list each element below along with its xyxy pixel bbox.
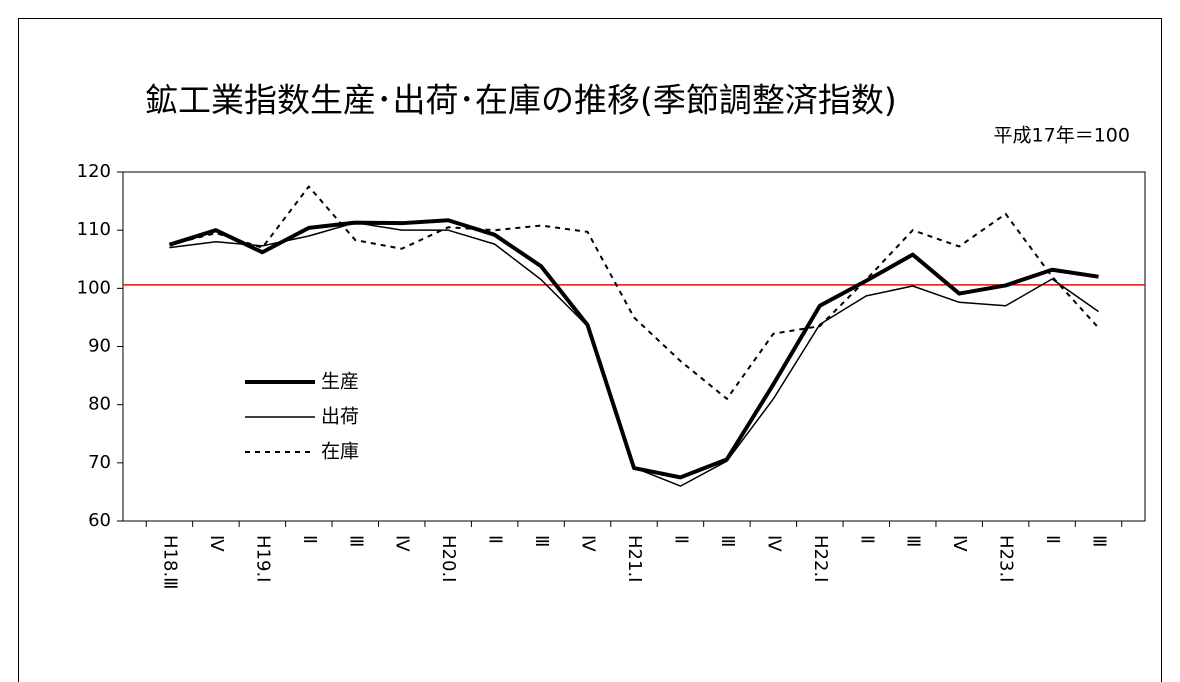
x-tick-label: Ⅳ: [949, 535, 970, 552]
x-tick-label: Ⅱ: [299, 535, 320, 544]
series-line: [169, 221, 1099, 487]
x-tick-label: H22.Ⅰ: [810, 535, 831, 582]
x-tick-label: Ⅲ: [1089, 535, 1110, 547]
series-line: [169, 185, 1100, 400]
legend-label: 在庫: [321, 441, 359, 463]
frame: [18, 18, 1162, 682]
y-tick-label: 70: [88, 452, 111, 473]
chart-title: 鉱工業指数生産･出荷･在庫の推移(季節調整済指数): [145, 81, 897, 120]
x-tick-label: H23.Ⅰ: [996, 535, 1017, 582]
x-tick-label: Ⅳ: [206, 535, 227, 552]
y-tick-label: 120: [77, 161, 111, 182]
x-tick-label: Ⅲ: [903, 535, 924, 547]
x-tick-label: Ⅱ: [856, 535, 877, 544]
y-tick-label: 80: [88, 394, 111, 415]
legend-label: 生産: [321, 371, 359, 393]
x-tick-label: Ⅲ: [531, 535, 552, 547]
x-tick-label: H19.Ⅰ: [252, 535, 273, 582]
legend-label: 出荷: [321, 406, 359, 428]
x-tick-label: Ⅱ: [670, 535, 691, 544]
y-tick-label: 60: [88, 510, 111, 531]
x-tick-label: Ⅳ: [578, 535, 599, 552]
x-tick-label: Ⅳ: [392, 535, 413, 552]
x-tick-label: Ⅳ: [763, 535, 784, 552]
x-tick-label: Ⅲ: [345, 535, 366, 547]
chart-subtitle: 平成17年＝100: [994, 125, 1130, 147]
series-line: [168, 218, 1099, 480]
y-tick-label: 110: [77, 219, 111, 240]
x-tick-label: H20.Ⅰ: [438, 535, 459, 582]
y-tick-label: 90: [88, 336, 111, 357]
y-tick-label: 100: [77, 277, 111, 298]
x-tick-label: Ⅱ: [1042, 535, 1063, 544]
x-tick-label: H18.Ⅲ: [159, 535, 180, 590]
x-tick-label: Ⅱ: [485, 535, 506, 544]
x-tick-label: Ⅲ: [717, 535, 738, 547]
x-tick-label: H21.Ⅰ: [624, 535, 645, 582]
